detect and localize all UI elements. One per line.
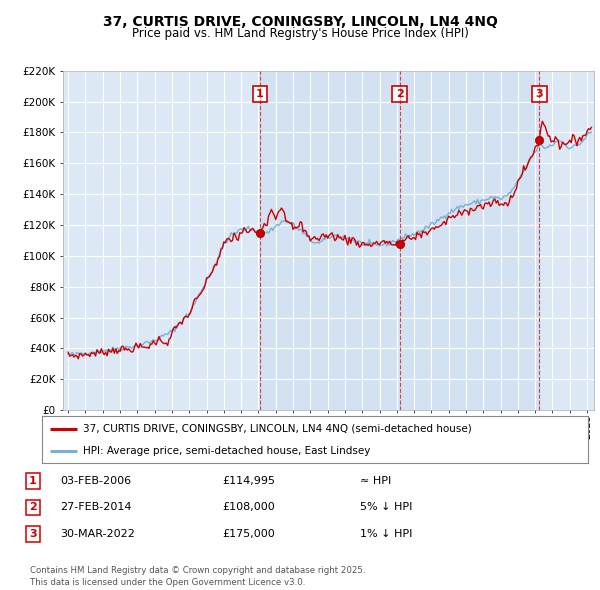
Text: 3: 3 (29, 529, 37, 539)
Text: 2: 2 (29, 503, 37, 512)
Text: 1% ↓ HPI: 1% ↓ HPI (360, 529, 412, 539)
Text: Price paid vs. HM Land Registry's House Price Index (HPI): Price paid vs. HM Land Registry's House … (131, 27, 469, 40)
Text: 3: 3 (536, 89, 543, 99)
Text: 2: 2 (396, 89, 403, 99)
Text: 37, CURTIS DRIVE, CONINGSBY, LINCOLN, LN4 4NQ: 37, CURTIS DRIVE, CONINGSBY, LINCOLN, LN… (103, 15, 497, 29)
Text: ≈ HPI: ≈ HPI (360, 476, 391, 486)
Text: Contains HM Land Registry data © Crown copyright and database right 2025.
This d: Contains HM Land Registry data © Crown c… (30, 566, 365, 587)
Text: 5% ↓ HPI: 5% ↓ HPI (360, 503, 412, 512)
Bar (260, 71, 539, 410)
Text: £175,000: £175,000 (222, 529, 275, 539)
Text: 30-MAR-2022: 30-MAR-2022 (60, 529, 135, 539)
Text: £114,995: £114,995 (222, 476, 275, 486)
Text: £108,000: £108,000 (222, 503, 275, 512)
Text: 1: 1 (256, 89, 264, 99)
Text: 37, CURTIS DRIVE, CONINGSBY, LINCOLN, LN4 4NQ (semi-detached house): 37, CURTIS DRIVE, CONINGSBY, LINCOLN, LN… (83, 424, 472, 434)
Text: 27-FEB-2014: 27-FEB-2014 (60, 503, 131, 512)
Text: 1: 1 (29, 476, 37, 486)
Text: HPI: Average price, semi-detached house, East Lindsey: HPI: Average price, semi-detached house,… (83, 447, 370, 456)
Text: 03-FEB-2006: 03-FEB-2006 (60, 476, 131, 486)
